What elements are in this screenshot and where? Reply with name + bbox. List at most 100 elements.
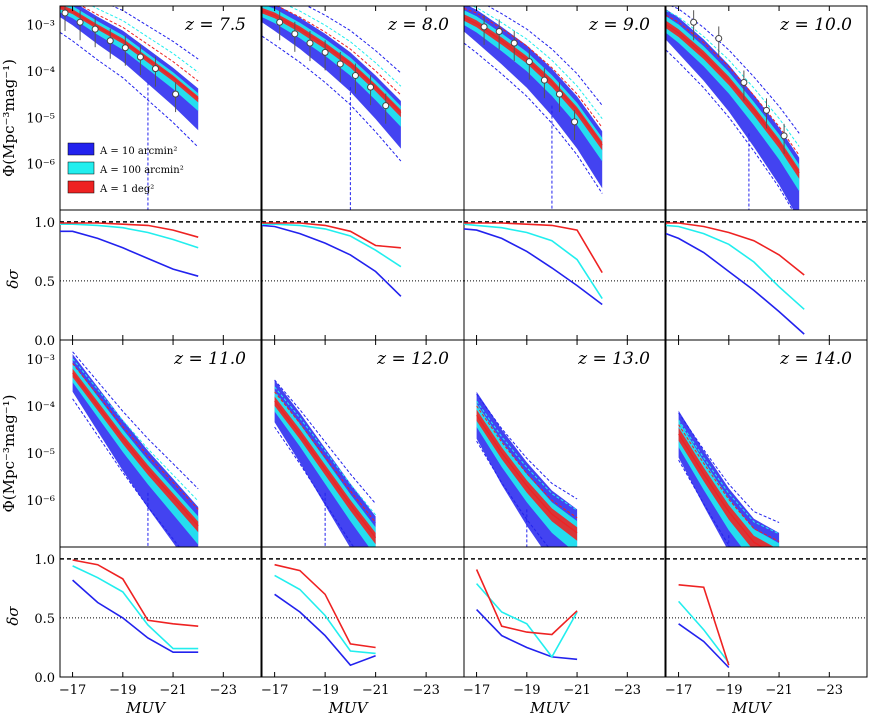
delta-line-A1deg2 bbox=[60, 222, 199, 238]
band-100arcmin2 bbox=[678, 420, 780, 547]
y-axis-label-delta: δσ bbox=[4, 269, 22, 289]
data-point bbox=[555, 90, 563, 98]
panel-title: z = 8.0 bbox=[387, 15, 449, 35]
x-axis-label: MUV bbox=[328, 699, 370, 717]
dashed-upper-1deg2 bbox=[72, 363, 199, 510]
x-axis-label: MUV bbox=[125, 699, 167, 717]
y-axis-label-phi: Φ(Mpc⁻³mag⁻¹) bbox=[0, 59, 18, 177]
dashed-lower-10arcmin2 bbox=[72, 398, 180, 547]
data-point bbox=[510, 39, 518, 47]
delta-line-A100arcmin2 bbox=[262, 223, 402, 268]
delta-axes-frame bbox=[665, 546, 868, 678]
delta-tick-label: 1.0 bbox=[34, 553, 55, 568]
band-1deg2 bbox=[666, 20, 800, 179]
delta-line-A100arcmin2 bbox=[666, 224, 805, 310]
data-point bbox=[480, 23, 488, 31]
data-point bbox=[306, 39, 314, 47]
data-point bbox=[136, 53, 144, 61]
delta-plot-area bbox=[60, 221, 261, 282]
phi-median-line bbox=[476, 414, 578, 534]
phi-plot-area bbox=[666, 6, 800, 210]
phi-plot-area bbox=[274, 379, 377, 547]
delta-line-A1deg2 bbox=[464, 222, 603, 274]
x-tick-label: −19 bbox=[513, 683, 540, 698]
panel-2: z = 8.0 bbox=[261, 5, 465, 341]
delta-axes-frame bbox=[59, 546, 262, 678]
dashed-upper-1deg2 bbox=[80, 6, 199, 82]
panel-4: z = 10.0 bbox=[665, 5, 868, 341]
legend-label: A = 1 deg² bbox=[99, 184, 154, 195]
phi-median-line bbox=[72, 372, 199, 527]
panel-title: z = 7.5 bbox=[184, 15, 246, 35]
x-tick-label: −17 bbox=[463, 683, 490, 698]
delta-line-A1deg2 bbox=[72, 559, 199, 627]
data-point bbox=[525, 58, 533, 66]
dashed-upper-100arcmin2 bbox=[274, 386, 376, 516]
panel-1: z = 7.5 bbox=[59, 5, 262, 341]
phi-plot-area bbox=[476, 391, 578, 547]
phi-plot-area bbox=[464, 6, 603, 210]
phi-plot-area bbox=[262, 6, 402, 210]
phi-plot-area bbox=[678, 410, 780, 547]
phi-plot-area bbox=[60, 6, 199, 210]
data-point bbox=[106, 37, 114, 45]
y-tick-label: 10⁻⁴ bbox=[26, 400, 55, 415]
delta-line-A100arcmin2 bbox=[274, 574, 376, 655]
data-point bbox=[61, 9, 69, 17]
dashed-upper-10arcmin2 bbox=[678, 412, 780, 523]
x-tick-label: −19 bbox=[311, 683, 338, 698]
band-10arcmin2 bbox=[60, 6, 199, 131]
delta-line-A10arcmin2 bbox=[476, 609, 578, 661]
delta-line-A100arcmin2 bbox=[60, 223, 199, 249]
y-tick-label: 10⁻⁵ bbox=[26, 447, 55, 462]
panel-title: z = 9.0 bbox=[588, 15, 650, 35]
delta-line-A1deg2 bbox=[475, 569, 578, 636]
legend-swatch bbox=[67, 142, 95, 156]
phi-median-line bbox=[60, 6, 199, 100]
dashed-upper-1deg2 bbox=[274, 391, 376, 523]
x-axis-label: MUV bbox=[529, 699, 571, 717]
phi-plot-area bbox=[72, 351, 199, 547]
delta-plot-area bbox=[464, 221, 665, 306]
delta-line-A10arcmin2 bbox=[464, 228, 603, 306]
legend-swatch bbox=[67, 161, 95, 175]
delta-axes-frame bbox=[261, 209, 465, 341]
x-tick-label: −17 bbox=[59, 683, 86, 698]
data-point bbox=[571, 118, 579, 126]
delta-line-A10arcmin2 bbox=[666, 232, 805, 335]
panel-6: z = 12.0 −17 −19 −21 −23 MUV bbox=[261, 339, 465, 717]
x-tick-label: −21 bbox=[159, 683, 186, 698]
x-tick-label: −21 bbox=[765, 683, 792, 698]
delta-tick-label: 0.5 bbox=[34, 275, 55, 290]
panel-title: z = 12.0 bbox=[376, 349, 449, 369]
delta-line-A100arcmin2 bbox=[72, 565, 199, 650]
delta-line-A1deg2 bbox=[678, 584, 730, 666]
data-point bbox=[276, 18, 284, 26]
data-point bbox=[172, 90, 180, 98]
dashed-upper-100arcmin2 bbox=[678, 419, 780, 535]
delta-plot-area bbox=[262, 558, 464, 667]
delta-tick-label: 0.0 bbox=[34, 671, 55, 686]
data-point bbox=[367, 83, 375, 91]
y-tick-label: 10⁻⁴ bbox=[26, 65, 55, 80]
dashed-upper-10arcmin2 bbox=[486, 6, 603, 106]
x-tick-label: −17 bbox=[665, 683, 692, 698]
data-point bbox=[291, 30, 299, 38]
delta-tick-label: 0.5 bbox=[34, 612, 55, 627]
delta-plot-area bbox=[262, 221, 464, 297]
dashed-lower-10arcmin2 bbox=[464, 42, 603, 194]
legend-swatch bbox=[67, 180, 95, 194]
dashed-upper-100arcmin2 bbox=[469, 6, 603, 120]
legend-label: A = 10 arcmin² bbox=[99, 146, 177, 157]
delta-plot-area bbox=[666, 221, 867, 335]
x-tick-label: −21 bbox=[362, 683, 389, 698]
data-point bbox=[382, 102, 390, 110]
delta-plot-area bbox=[464, 558, 665, 661]
delta-line-A10arcmin2 bbox=[678, 623, 730, 669]
dashed-lower-10arcmin2 bbox=[666, 49, 794, 210]
dashed-upper-1deg2 bbox=[476, 405, 578, 519]
x-tick-label: −23 bbox=[412, 683, 439, 698]
dashed-upper-10arcmin2 bbox=[274, 379, 376, 505]
phi-median-line bbox=[666, 24, 800, 174]
